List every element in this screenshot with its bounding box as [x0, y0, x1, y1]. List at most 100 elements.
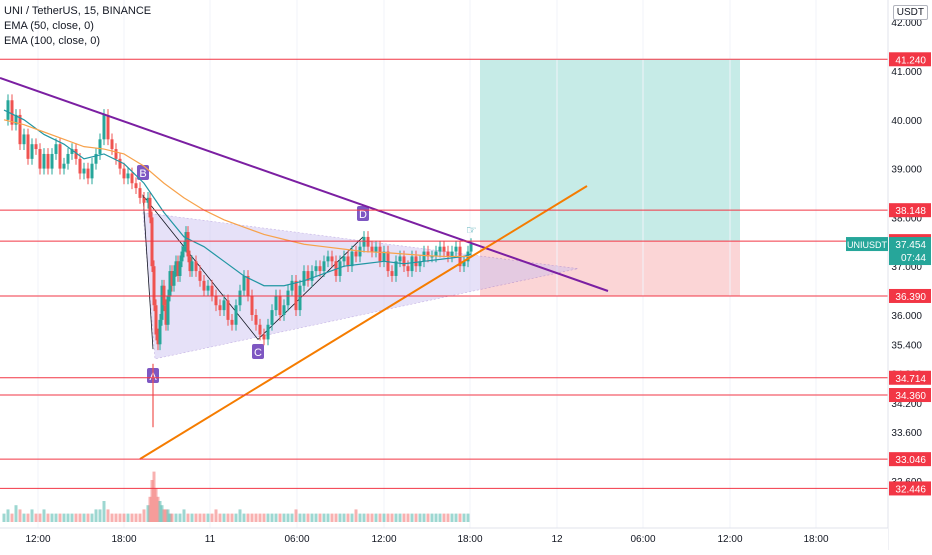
volume-bar [158, 501, 162, 522]
candle-body [418, 261, 422, 267]
volume-bar [170, 513, 174, 522]
candle-body [469, 244, 473, 252]
volume-bar [226, 513, 230, 522]
candle-body [426, 251, 430, 257]
volume-bar [134, 513, 138, 522]
volume-bar [346, 513, 350, 522]
price-axis[interactable]: 42.000 41.000 40.000 39.000 38.000 37.000 36.0… [846, 0, 932, 550]
candle-body [174, 261, 178, 272]
ema100-line [3, 119, 471, 258]
volume-bar [98, 509, 102, 522]
volume-bar [390, 513, 394, 522]
pattern-point-c-label: C [254, 347, 262, 359]
candle-body [176, 261, 180, 276]
volume-bar [458, 513, 462, 522]
symbol-title[interactable]: UNI / TetherUS, 15, BINANCE [4, 5, 152, 17]
volume-bar [46, 513, 50, 522]
ema50-line [3, 109, 472, 287]
candle-body [164, 305, 168, 325]
volume-bar [278, 513, 282, 522]
time-tick-8: 12:00 [717, 534, 742, 545]
time-axis-bg [0, 528, 888, 550]
candle-body [222, 300, 226, 311]
volume-bar [14, 505, 18, 522]
level-tag-text-34.714: 34.714 [895, 374, 926, 385]
volume-bar [386, 513, 390, 522]
volume-bar [178, 513, 182, 522]
volume-bar [50, 513, 54, 522]
volume-bar [130, 513, 134, 522]
symbol-tag [846, 237, 888, 252]
price-tick-41.000: 41.000 [891, 67, 922, 78]
candle-body [310, 271, 314, 281]
level-tag-38.148 [889, 203, 931, 218]
currency-unit-label[interactable]: USDT [892, 5, 928, 20]
volume-bar [326, 513, 330, 522]
volume-bar [406, 513, 410, 522]
candle-body [126, 173, 130, 179]
volume-bar [168, 513, 172, 522]
price-tick-42.000: 42.000 [891, 18, 922, 29]
volume-bar [438, 513, 442, 522]
volume-bar [322, 513, 326, 522]
current-price-text: 37.454 [895, 240, 926, 251]
candle-body [398, 256, 402, 262]
volume-bar [342, 513, 346, 522]
candle-body [58, 144, 62, 169]
pattern-point-b-label: B [139, 168, 146, 180]
stop-zone [480, 241, 740, 296]
volume-bar [58, 513, 62, 522]
candle-body [438, 246, 442, 252]
volume-bar [156, 496, 160, 522]
time-axis[interactable]: 12:00 18:00 11 06:00 12:00 18:00 12 06:00 12:00 1… [0, 527, 888, 550]
candle-body [50, 153, 54, 169]
current-price-tag [889, 237, 931, 266]
volume-bar [230, 513, 234, 522]
position-zones [480, 59, 740, 296]
candle-body [94, 153, 98, 164]
level-tag-32.446 [889, 481, 931, 496]
candle-body [362, 236, 366, 247]
candle-body [170, 271, 174, 286]
candle-body [382, 251, 386, 262]
price-tick-37.000: 37.000 [891, 262, 922, 273]
candle-body [18, 114, 22, 145]
volume-bar [62, 513, 66, 522]
volume-bar [190, 513, 194, 522]
candle-body [6, 100, 10, 120]
volume-bar [222, 513, 226, 522]
candle-body [218, 305, 222, 311]
horizontal-levels[interactable] [0, 58, 888, 489]
price-tick-39.000: 39.000 [891, 165, 922, 176]
volume-bar [210, 513, 214, 522]
volume-bar [426, 513, 430, 522]
volume-bar [246, 513, 250, 522]
candle-body [114, 149, 118, 159]
price-tick-33.600: 33.600 [891, 428, 922, 439]
volume-bar [150, 480, 154, 522]
candle-body [110, 139, 114, 150]
candle-body [106, 114, 110, 140]
volume-bar [290, 513, 294, 522]
volume-bar [114, 513, 118, 522]
candle-body [450, 251, 454, 257]
candle-body [46, 153, 50, 169]
time-tick-0: 12:00 [25, 534, 50, 545]
volume-bar [174, 513, 178, 522]
ema50-legend[interactable]: EMA (50, close, 0) [4, 20, 94, 32]
level-tag-33.046 [889, 452, 931, 467]
candle-body [330, 256, 334, 262]
volume-bar [164, 509, 168, 522]
volume-bar [122, 513, 126, 522]
ema100-legend[interactable]: EMA (100, close, 0) [4, 35, 100, 47]
candle-body [82, 168, 86, 174]
volume-bar [366, 513, 370, 522]
volume-bar [146, 505, 150, 522]
candle-body [410, 256, 414, 272]
candle-body [446, 251, 450, 257]
candle-body [134, 183, 138, 189]
trend-lines[interactable]: ☞ [0, 77, 609, 460]
candle-body [290, 280, 294, 291]
